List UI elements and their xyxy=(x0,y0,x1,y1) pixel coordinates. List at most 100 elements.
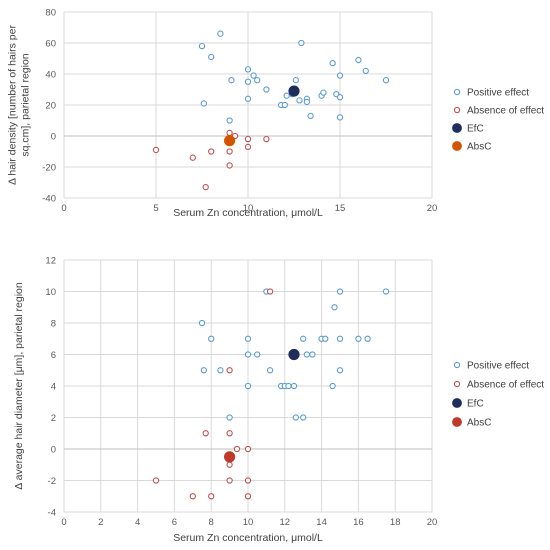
data-point-positive-effect xyxy=(226,414,233,421)
y-tick-label: 40 xyxy=(45,70,56,81)
x-tick-label: 20 xyxy=(427,203,438,214)
data-point-absence-of-effect xyxy=(226,148,233,155)
data-point-absence-of-effect xyxy=(263,135,270,143)
data-point-absence-of-effect xyxy=(244,477,252,484)
data-point-positive-effect xyxy=(303,98,311,106)
data-point-positive-effect xyxy=(285,382,292,390)
data-point-positive-effect xyxy=(355,56,362,64)
legend-marker xyxy=(453,361,461,369)
x-tick-label: 4 xyxy=(135,517,140,528)
data-point-positive-effect xyxy=(244,66,252,73)
data-point-absence-of-effect xyxy=(202,183,209,191)
data-point-absence-of-effect xyxy=(226,162,233,169)
data-point-absence-of-effect xyxy=(244,135,252,143)
x-axis-title: Serum Zn concentration, μmol/L xyxy=(173,207,323,219)
legend-label: Positive effect xyxy=(467,88,529,99)
y-tick-label: 80 xyxy=(45,8,56,19)
data-point-absence-of-effect xyxy=(244,445,252,453)
data-point-absence-of-effect xyxy=(152,146,160,154)
y-tick-label: -2 xyxy=(48,476,56,487)
data-point-positive-effect xyxy=(200,100,207,107)
data-point-absence-of-effect xyxy=(208,493,215,500)
data-point-efc xyxy=(288,348,300,361)
data-point-absence-of-effect xyxy=(208,148,215,155)
y-tick-label: 20 xyxy=(45,101,56,112)
legend-label: Absence of effect xyxy=(467,380,544,391)
data-point-positive-effect xyxy=(292,414,299,421)
data-point-absence-of-effect xyxy=(233,445,241,453)
y-axis-title-line: sq.cm], parietal region xyxy=(20,53,32,156)
legend-label: Positive effect xyxy=(467,361,529,372)
data-point-positive-effect xyxy=(382,77,390,84)
y-tick-label: 4 xyxy=(51,382,56,393)
x-tick-label: 2 xyxy=(98,517,103,528)
data-point-positive-effect xyxy=(208,335,215,342)
data-point-absence-of-effect xyxy=(189,493,196,500)
data-point-positive-effect xyxy=(217,367,224,374)
data-point-absence-of-effect xyxy=(266,288,274,295)
data-point-absence-of-effect xyxy=(226,430,233,437)
x-tick-label: 15 xyxy=(335,203,346,214)
data-point-absence-of-effect xyxy=(226,477,233,484)
legend-marker xyxy=(452,141,462,151)
data-point-positive-effect xyxy=(217,30,224,37)
data-point-positive-effect xyxy=(198,319,206,327)
data-point-absence-of-effect xyxy=(226,461,233,468)
data-point-positive-effect xyxy=(362,67,369,75)
legend-marker xyxy=(452,417,462,427)
data-point-positive-effect xyxy=(198,42,206,50)
legend-marker xyxy=(452,123,462,133)
data-point-positive-effect xyxy=(355,335,362,342)
data-point-positive-effect xyxy=(336,367,344,374)
data-point-positive-effect xyxy=(300,414,307,421)
y-tick-label: -40 xyxy=(42,194,56,205)
data-point-positive-effect xyxy=(283,92,290,99)
data-point-absence-of-effect xyxy=(226,129,233,137)
data-point-positive-effect xyxy=(244,351,252,358)
data-point-positive-effect xyxy=(244,335,252,342)
y-tick-label: -4 xyxy=(48,508,56,519)
y-tick-label: 12 xyxy=(45,256,56,267)
legend-label: Absence of effect xyxy=(467,106,544,117)
data-point-positive-effect xyxy=(254,77,261,84)
data-point-absence-of-effect xyxy=(244,143,252,150)
y-axis-title: Δ average hair diameter [μm], parietal r… xyxy=(13,282,25,490)
legend-label: AbsC xyxy=(467,418,491,429)
data-point-positive-effect xyxy=(244,382,252,390)
y-tick-label: 0 xyxy=(51,132,56,143)
x-tick-label: 20 xyxy=(427,517,438,528)
x-tick-label: 16 xyxy=(353,517,364,528)
data-point-positive-effect xyxy=(292,77,299,84)
data-point-positive-effect xyxy=(200,367,207,374)
x-tick-label: 5 xyxy=(153,203,158,214)
data-point-positive-effect xyxy=(331,304,338,311)
data-point-positive-effect xyxy=(300,335,307,342)
legend-label: EfC xyxy=(467,399,484,410)
data-point-absence-of-effect xyxy=(189,154,196,161)
x-tick-label: 8 xyxy=(209,517,214,528)
legend-marker xyxy=(453,88,461,96)
y-axis-title: Δ hair density [number of hairs persq.cm… xyxy=(7,25,32,185)
data-point-absence-of-effect xyxy=(202,430,209,437)
legend-marker xyxy=(453,380,461,388)
legend-label: AbsC xyxy=(467,142,491,153)
y-tick-label: -20 xyxy=(42,163,56,174)
y-tick-label: 2 xyxy=(51,413,56,424)
data-point-positive-effect xyxy=(336,288,344,295)
y-axis-title-line: Δ average hair diameter [μm], parietal r… xyxy=(13,282,25,490)
data-point-positive-effect xyxy=(281,101,288,109)
data-point-positive-effect xyxy=(382,288,390,295)
data-point-absc xyxy=(224,135,236,147)
x-tick-label: 14 xyxy=(316,517,327,528)
x-tick-label: 6 xyxy=(172,517,177,528)
data-point-absence-of-effect xyxy=(244,493,252,500)
y-tick-label: 6 xyxy=(51,350,56,361)
x-tick-label: 12 xyxy=(280,517,291,528)
data-point-positive-effect xyxy=(226,117,233,124)
data-point-absence-of-effect xyxy=(226,367,233,374)
data-point-positive-effect xyxy=(336,114,344,121)
data-point-positive-effect xyxy=(208,53,215,61)
data-point-positive-effect xyxy=(303,351,311,358)
y-tick-label: 60 xyxy=(45,39,56,50)
